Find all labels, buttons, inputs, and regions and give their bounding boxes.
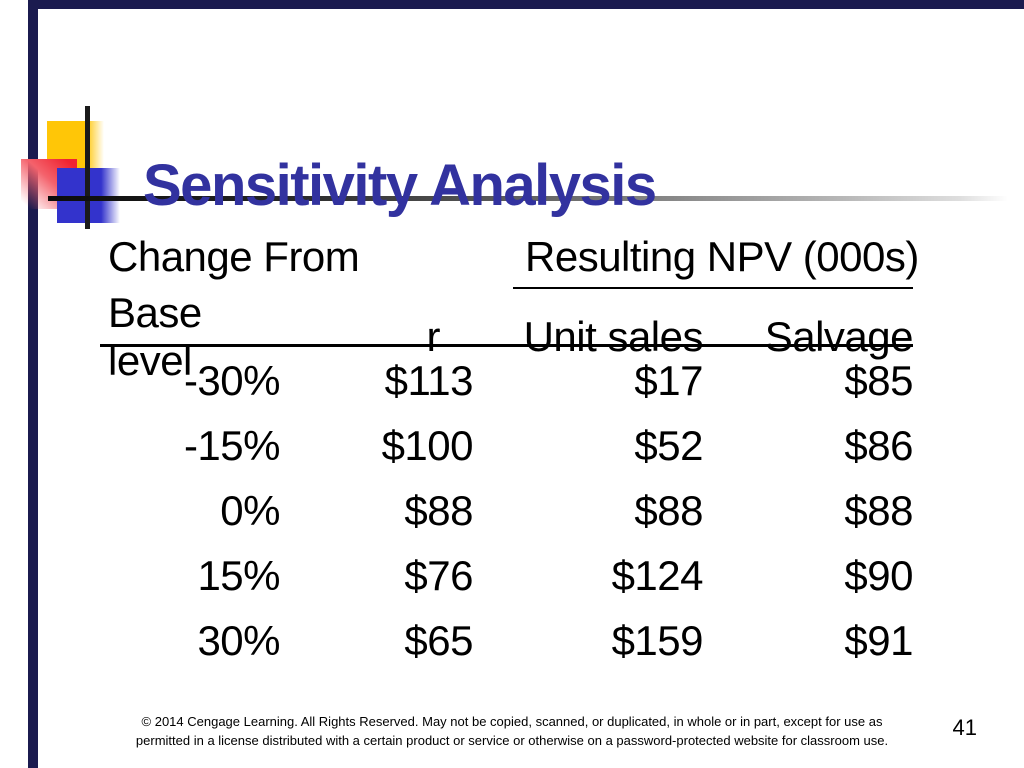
table-row: 0% $88 $88 $88 bbox=[100, 478, 913, 543]
table-cell: $91 bbox=[844, 616, 913, 664]
table-cell: $159 bbox=[611, 616, 704, 664]
table-group-header-row: Change From Resulting NPV (000s) bbox=[100, 233, 919, 289]
table-row: 15% $76 $124 $90 bbox=[100, 543, 913, 608]
column-header-base-level: Base level bbox=[108, 289, 202, 384]
table-cell: $113 bbox=[384, 356, 474, 404]
table-cell: $17 bbox=[634, 356, 703, 404]
table-cell: $76 bbox=[404, 551, 473, 599]
table-cell: $90 bbox=[844, 551, 913, 599]
table-cell: $88 bbox=[404, 486, 473, 534]
table-cell: $88 bbox=[634, 486, 703, 534]
table-cell: $88 bbox=[844, 486, 913, 534]
slide-title: Sensitivity Analysis bbox=[143, 152, 657, 218]
table-row: -15% $100 $52 $86 bbox=[100, 413, 914, 478]
table-cell: $85 bbox=[844, 356, 913, 404]
column-header-r: r bbox=[426, 313, 441, 360]
table-cell: $52 bbox=[634, 421, 703, 469]
title-decoration-vertical-line bbox=[85, 106, 90, 229]
table-body: -30% $113 $17 $85 -15% $100 $52 $86 0% $88 $88 $88 1… bbox=[100, 347, 914, 673]
sensitivity-table: Change From Resulting NPV (000s) Base le… bbox=[100, 233, 919, 673]
copyright-line-1: © 2014 Cengage Learning. All Rights Rese… bbox=[141, 714, 883, 729]
table-cell: 15% bbox=[197, 551, 280, 599]
group-header-change-from: Change From bbox=[108, 233, 360, 280]
table-column-header-row: Base level r Unit sales Salvage bbox=[100, 289, 914, 384]
copyright-line-2: permitted in a license distributed with … bbox=[135, 733, 889, 748]
table-cell: -15% bbox=[183, 421, 281, 469]
table-cell: 0% bbox=[220, 486, 280, 534]
table-cell: 30% bbox=[197, 616, 280, 664]
table-row: -30% $113 $17 $85 bbox=[100, 348, 914, 413]
column-header-unit-sales: Unit sales bbox=[523, 313, 704, 360]
column-header-salvage: Salvage bbox=[764, 313, 914, 360]
table-cell: $100 bbox=[381, 421, 474, 469]
slide-frame-left-bar bbox=[28, 0, 38, 768]
table-cell: $124 bbox=[611, 551, 704, 599]
title-underline-gradient-rule bbox=[48, 196, 1008, 201]
table-cell: -30% bbox=[183, 356, 281, 404]
slide-frame-top-bar bbox=[28, 0, 1024, 9]
page-number: 41 bbox=[952, 715, 977, 740]
group-header-resulting-npv: Resulting NPV (000s) bbox=[513, 233, 919, 289]
table-cell: $86 bbox=[844, 421, 913, 469]
table-row: 30% $65 $159 $91 bbox=[100, 608, 913, 673]
table-cell: $65 bbox=[404, 616, 473, 664]
copyright-footer: © 2014 Cengage Learning. All Rights Rese… bbox=[0, 712, 1024, 750]
